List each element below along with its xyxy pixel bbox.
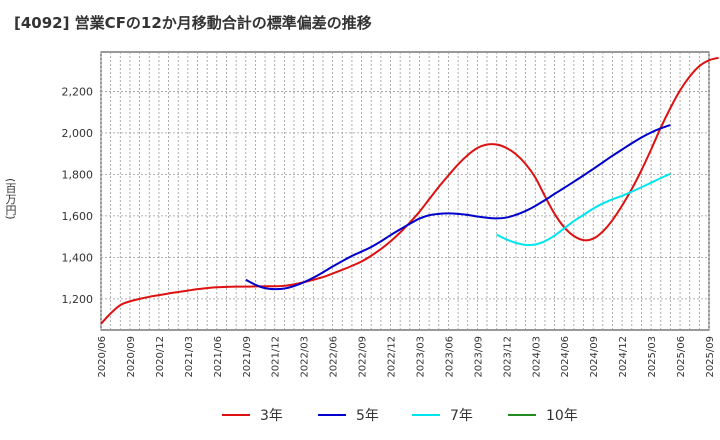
series-line-7年 (496, 172, 671, 247)
x-tick-label: 2023/09 (473, 336, 484, 378)
x-tick-label: 2020/12 (155, 336, 166, 378)
legend-swatch-10y (508, 414, 536, 416)
y-tick-label: 2,000 (62, 127, 94, 140)
y-tick-label: 1,200 (62, 293, 94, 306)
x-tick-label: 2023/06 (444, 336, 455, 378)
legend-swatch-7y (412, 414, 440, 416)
legend-item-10y: 10年 (508, 402, 578, 428)
horizontal-grid (101, 91, 709, 300)
y-tick-labels: 1,200 1,400 1,600 1,800 2,000 2,200 (62, 85, 94, 305)
legend-swatch-5y (318, 414, 346, 416)
x-tick-label: 2021/12 (271, 336, 282, 378)
x-tick-label: 2021/06 (213, 336, 224, 378)
x-tick-label: 2023/03 (415, 336, 426, 378)
legend-swatch-3y (222, 414, 250, 416)
x-tick-label: 2024/03 (531, 336, 542, 378)
x-tick-label: 2025/06 (676, 336, 687, 378)
x-tick-labels: 2020/06 2020/09 2020/12 2021/03 2021/06 2021/… (97, 336, 716, 378)
legend-label-5y: 5年 (356, 408, 379, 424)
series-line-5年 (245, 124, 671, 291)
legend-label-7y: 7年 (450, 408, 473, 424)
plot-area (100, 51, 710, 331)
x-tick-label: 2025/03 (647, 336, 658, 378)
legend-label-3y: 3年 (260, 408, 283, 424)
x-tick-label: 2022/09 (358, 336, 369, 378)
x-tick-label: 2021/03 (184, 336, 195, 378)
y-tick-label: 1,600 (62, 210, 94, 223)
legend-item-5y: 5年 (318, 402, 379, 428)
y-tick-label: 2,200 (62, 85, 94, 98)
y-axis-label: (百万円) (4, 178, 17, 220)
series-line-3年 (100, 56, 719, 325)
x-tick-label: 2024/12 (618, 336, 629, 378)
legend-label-10y: 10年 (546, 408, 578, 424)
y-tick-label: 1,800 (62, 168, 94, 181)
x-tick-label: 2020/09 (126, 336, 137, 378)
x-tick-label: 2022/03 (300, 336, 311, 378)
y-tick-label: 1,400 (62, 251, 94, 264)
series-layer (100, 56, 719, 325)
legend-item-3y: 3年 (222, 402, 283, 428)
x-tick-label: 2022/06 (329, 336, 340, 378)
x-tick-label: 2021/09 (242, 336, 253, 378)
legend-item-7y: 7年 (412, 402, 473, 428)
x-tick-label: 2025/09 (705, 336, 716, 378)
legend: 3年 5年 7年 10年 (0, 402, 720, 428)
x-tick-label: 2024/09 (589, 336, 600, 378)
x-tick-label: 2024/06 (560, 336, 571, 378)
x-tick-label: 2023/12 (502, 336, 513, 378)
chart-title: [4092] 営業CFの12か月移動合計の標準偏差の推移 (14, 14, 372, 32)
x-tick-label: 2020/06 (97, 336, 108, 378)
x-tick-label: 2022/12 (387, 336, 398, 378)
